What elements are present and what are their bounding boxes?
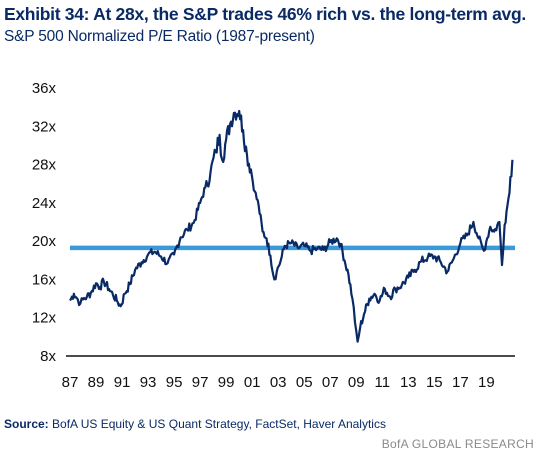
y-tick-label: 24x <box>32 195 57 212</box>
x-tick-label: 87 <box>62 374 79 391</box>
chart-subtitle: S&P 500 Normalized P/E Ratio (1987-prese… <box>4 28 315 45</box>
x-tick-label: 03 <box>270 374 287 391</box>
y-tick-label: 36x <box>32 80 57 97</box>
y-tick-label: 16x <box>32 271 57 288</box>
x-tick-label: 19 <box>478 374 495 391</box>
y-tick-label: 28x <box>32 157 57 174</box>
x-axis-labels: 87 89 91 93 95 97 99 01 03 05 07 09 11 13 15 17 19 <box>62 374 495 391</box>
brand-label: BofA GLOBAL RESEARCH <box>381 437 534 451</box>
y-tick-label: 32x <box>32 118 57 135</box>
source-note: Source: BofA US Equity & US Quant Strate… <box>4 417 386 431</box>
x-tick-label: 01 <box>244 374 261 391</box>
x-tick-label: 89 <box>88 374 105 391</box>
x-tick-label: 17 <box>452 374 469 391</box>
x-tick-label: 95 <box>166 374 183 391</box>
y-tick-label: 20x <box>32 233 57 250</box>
x-tick-label: 09 <box>348 374 365 391</box>
y-tick-label: 12x <box>32 310 57 327</box>
pe-series-line <box>69 109 514 343</box>
x-tick-label: 99 <box>218 374 235 391</box>
x-tick-label: 05 <box>296 374 313 391</box>
pe-ratio-chart: 8x 12x 16x 20x 24x 28x 32x 36x 87 89 91 93 95 97 99 01… <box>32 80 515 391</box>
source-label: Source: <box>4 417 49 431</box>
x-tick-label: 91 <box>114 374 131 391</box>
chart-title: Exhibit 34: At 28x, the S&P trades 46% r… <box>4 4 526 24</box>
x-tick-label: 07 <box>322 374 339 391</box>
x-tick-label: 15 <box>426 374 443 391</box>
x-tick-label: 97 <box>192 374 209 391</box>
y-tick-label: 8x <box>40 348 56 365</box>
source-text: BofA US Equity & US Quant Strategy, Fact… <box>52 417 386 431</box>
x-tick-label: 13 <box>400 374 417 391</box>
x-tick-label: 11 <box>374 374 390 391</box>
x-tick-label: 93 <box>140 374 157 391</box>
y-axis-labels: 8x 12x 16x 20x 24x 28x 32x 36x <box>32 80 57 365</box>
